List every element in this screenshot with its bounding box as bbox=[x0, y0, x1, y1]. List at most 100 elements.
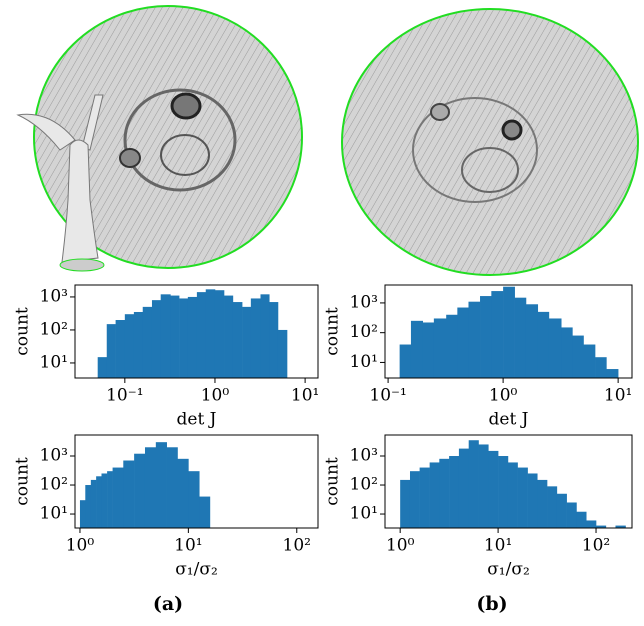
bar bbox=[106, 324, 116, 378]
bar bbox=[179, 298, 189, 378]
y-tick-label: 10² bbox=[40, 475, 68, 495]
bar bbox=[468, 301, 481, 378]
bar bbox=[449, 456, 460, 528]
bar bbox=[561, 327, 573, 378]
x-tick-label: 10¹ bbox=[291, 386, 319, 406]
bar bbox=[422, 322, 435, 378]
bar bbox=[205, 289, 216, 378]
bar bbox=[446, 314, 458, 378]
bar bbox=[101, 473, 108, 528]
bar bbox=[429, 462, 440, 528]
bar bbox=[399, 344, 412, 378]
bar bbox=[199, 496, 211, 528]
bar bbox=[468, 440, 479, 528]
y-tick-label: 10¹ bbox=[350, 352, 378, 372]
bar bbox=[232, 302, 243, 378]
x-tick-label: 10² bbox=[283, 536, 311, 556]
y-tick-label: 10³ bbox=[40, 286, 68, 306]
bar bbox=[144, 447, 157, 528]
y-tick-label: 10¹ bbox=[40, 504, 68, 524]
bar bbox=[277, 329, 288, 378]
bar bbox=[498, 456, 509, 528]
bar bbox=[115, 320, 126, 378]
bar bbox=[188, 471, 200, 528]
bar bbox=[123, 460, 135, 528]
axes-frame bbox=[74, 284, 319, 379]
bar bbox=[419, 467, 430, 528]
bar bbox=[583, 344, 596, 378]
bar bbox=[151, 300, 162, 378]
x-tick-label: 10⁰ bbox=[66, 536, 95, 556]
y-tick-label: 10² bbox=[350, 475, 378, 495]
bar bbox=[79, 500, 86, 528]
x-axis-label: det J bbox=[177, 410, 217, 430]
bar bbox=[260, 294, 270, 378]
bar bbox=[90, 479, 97, 528]
x-axis-label: σ₁/σ₂ bbox=[175, 560, 218, 580]
bar bbox=[527, 473, 538, 528]
bar bbox=[177, 458, 189, 528]
bar bbox=[547, 486, 558, 528]
x-tick-label: 10⁰ bbox=[201, 386, 230, 406]
bar bbox=[269, 302, 279, 378]
bar bbox=[214, 290, 225, 378]
x-axis-label: σ₁/σ₂ bbox=[487, 560, 530, 580]
x-tick-label: 10⁰ bbox=[489, 386, 518, 406]
bar bbox=[537, 311, 550, 378]
caption: (b) bbox=[476, 593, 507, 615]
parameterization-a bbox=[16, 5, 303, 272]
bar bbox=[507, 462, 518, 528]
x-axis-label: det J bbox=[489, 410, 529, 430]
bar bbox=[572, 335, 584, 378]
y-tick-label: 10³ bbox=[40, 446, 68, 466]
bar bbox=[160, 294, 171, 378]
bar bbox=[596, 525, 607, 528]
bar bbox=[488, 450, 499, 528]
bar bbox=[537, 479, 548, 528]
y-axis-label: count bbox=[13, 307, 33, 356]
bar bbox=[133, 311, 144, 378]
bar bbox=[586, 520, 597, 528]
bar bbox=[606, 369, 619, 378]
bar bbox=[439, 458, 450, 528]
bar bbox=[96, 476, 102, 528]
y-axis-label: count bbox=[323, 307, 343, 356]
axes-frame bbox=[384, 434, 633, 529]
bar bbox=[457, 307, 469, 378]
bar bbox=[556, 493, 567, 528]
y-tick-label: 10³ bbox=[350, 292, 378, 312]
x-tick-label: 10¹ bbox=[174, 536, 202, 556]
y-axis-label: count bbox=[13, 457, 33, 506]
bar bbox=[134, 453, 146, 528]
y-tick-label: 10² bbox=[350, 322, 378, 342]
bar bbox=[517, 467, 528, 528]
bar bbox=[107, 471, 113, 528]
bar bbox=[196, 292, 207, 378]
bar bbox=[85, 485, 92, 528]
bar bbox=[400, 479, 411, 528]
bar bbox=[548, 318, 562, 378]
parameterization-b bbox=[341, 8, 639, 276]
bar bbox=[458, 448, 470, 528]
bar bbox=[97, 357, 108, 378]
y-tick-label: 10³ bbox=[350, 446, 378, 466]
bar bbox=[525, 304, 539, 378]
x-tick-label: 10¹ bbox=[484, 536, 512, 556]
bar bbox=[124, 314, 135, 378]
bar bbox=[566, 502, 577, 528]
axes-frame bbox=[74, 434, 319, 529]
bar bbox=[410, 320, 424, 378]
bar bbox=[242, 306, 252, 378]
bar bbox=[409, 471, 420, 528]
axes-frame bbox=[384, 284, 633, 379]
x-tick-label: 10⁻¹ bbox=[369, 386, 406, 406]
bar bbox=[224, 295, 234, 378]
bar bbox=[112, 467, 124, 528]
bar bbox=[433, 318, 447, 378]
bar bbox=[155, 442, 167, 528]
x-tick-label: 10⁰ bbox=[386, 536, 415, 556]
bar bbox=[503, 286, 515, 378]
bar bbox=[514, 297, 527, 378]
bar bbox=[595, 357, 607, 378]
